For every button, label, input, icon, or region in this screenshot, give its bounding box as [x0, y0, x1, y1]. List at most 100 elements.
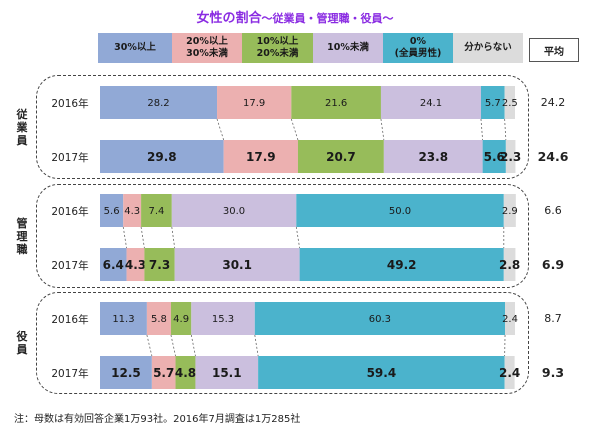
segment-connector-line	[290, 118, 299, 141]
bar-value-label: 5.7	[153, 366, 174, 380]
legend-label: 0% (全員男性)	[395, 36, 442, 60]
bar-segment	[141, 194, 172, 227]
legend-item-1: 20%以上 30%未満	[172, 33, 242, 63]
bar-segment	[223, 140, 298, 173]
legend-item-2: 10%以上 20%未満	[242, 33, 313, 63]
bar-value-label: 5.7	[485, 98, 501, 109]
row-average-value: 8.7	[544, 311, 562, 325]
legend-label-line: 0%	[409, 36, 427, 47]
bar-value-label: 4.3	[124, 206, 140, 217]
group-label-char: 職	[16, 242, 28, 256]
bar-value-label: 30.0	[223, 206, 245, 217]
bar-value-label: 49.2	[387, 258, 417, 272]
bar-value-label: 12.5	[111, 366, 141, 380]
bar-segment	[100, 356, 152, 389]
bar-segment	[505, 140, 516, 173]
bar-segment	[100, 140, 224, 173]
bar-value-label: 50.0	[389, 206, 411, 217]
bar-value-label: 4.3	[125, 258, 146, 272]
bar-value-label: 7.3	[149, 258, 170, 272]
legend-item-0: 30%以上	[98, 33, 172, 63]
bar-segment	[144, 248, 175, 281]
bar-value-label: 15.3	[212, 314, 234, 325]
row-average-value: 6.9	[541, 256, 565, 272]
segment-connector-line	[216, 118, 225, 141]
bar-value-label: 15.1	[212, 366, 242, 380]
bar-segment	[170, 302, 192, 335]
bar-value-label: 2.4	[499, 366, 520, 380]
bar-value-label: 4.9	[173, 314, 189, 325]
row-year-label: 2016年	[51, 313, 89, 326]
bar-value-label: 7.4	[148, 206, 164, 217]
group-label-char: 理	[16, 229, 28, 243]
bar-segment	[100, 194, 124, 227]
bar-value-label: 30.1	[222, 258, 252, 272]
bar-segment	[380, 86, 481, 119]
bar-segment	[503, 194, 516, 227]
group-label-char: 従	[16, 107, 28, 121]
bar-segment	[505, 302, 515, 335]
bar-segment	[480, 86, 505, 119]
bar-segment	[299, 248, 504, 281]
row-year-label: 2017年	[51, 259, 89, 272]
row-average-value: 24.2	[540, 95, 566, 109]
chart-title: 女性の割合～従業員・管理職・役員～	[0, 7, 590, 26]
legend-label-line: (全員男性)	[394, 48, 442, 59]
legend-label-line: 20%以上	[186, 36, 228, 47]
legend-item-3: 10%未満	[313, 33, 383, 63]
legend-label-line: 20%未満	[256, 48, 299, 59]
group-label: 従業員	[14, 108, 30, 147]
bar-value-label: 24.1	[420, 98, 442, 109]
bar-segment	[254, 302, 506, 335]
bar-value-label: 17.9	[243, 98, 265, 109]
average-column-header: 平均	[529, 38, 579, 62]
row-year-label: 2016年	[51, 205, 89, 218]
bar-value-label: 21.6	[325, 98, 347, 109]
bar-segment	[146, 302, 171, 335]
bar-value-label: 5.6	[484, 150, 505, 164]
bar-value-label: 2.4	[502, 314, 518, 325]
bar-segment	[482, 140, 506, 173]
bar-segment	[171, 194, 297, 227]
segment-connector-line	[171, 226, 176, 249]
legend-label-line: 30%未満	[186, 48, 228, 59]
group-label-char: 業	[16, 120, 28, 134]
group-label: 役員	[14, 330, 30, 356]
bar-segment	[100, 248, 127, 281]
bar-value-label: 6.4	[103, 258, 124, 272]
bar-segment	[151, 356, 176, 389]
segment-connector-line	[170, 334, 176, 357]
bar-value-label: 28.2	[147, 98, 169, 109]
bar-value-label: 2.9	[502, 206, 518, 217]
bar-segment	[126, 248, 145, 281]
row-year-label: 2017年	[51, 367, 89, 380]
bar-segment	[217, 86, 292, 119]
group-frame-2	[36, 292, 529, 394]
bar-segment	[291, 86, 381, 119]
segment-connector-line	[146, 334, 153, 357]
chart-title-main: 女性の割合	[196, 11, 262, 26]
footnote: 注：母数は有効回答企業1万93社。2016年7月調査は1万285社	[14, 414, 301, 425]
group-label-char: 員	[16, 343, 28, 356]
bar-value-label: 23.8	[418, 150, 448, 164]
legend-label-line: 10%未満	[327, 42, 369, 53]
bar-segment	[297, 140, 384, 173]
chart-title-sub: ～従業員・管理職・役員～	[261, 12, 394, 25]
group-frame-0	[36, 75, 529, 179]
segment-connector-line	[140, 226, 145, 249]
bar-value-label: 29.8	[147, 150, 177, 164]
bar-segment	[174, 248, 300, 281]
bar-value-label: 2.8	[499, 258, 520, 272]
bar-value-label: 20.7	[326, 150, 356, 164]
bar-segment	[504, 86, 515, 119]
group-label-char: 管	[16, 216, 28, 230]
legend-label-line: 10%以上	[256, 36, 299, 47]
row-average-value: 24.6	[537, 148, 569, 164]
legend-label: 10%以上 20%未満	[257, 36, 299, 60]
row-year-label: 2016年	[51, 97, 89, 110]
bar-segment	[191, 302, 255, 335]
segment-connector-line	[190, 334, 196, 357]
bar-segment	[383, 140, 483, 173]
bar-segment	[503, 248, 516, 281]
